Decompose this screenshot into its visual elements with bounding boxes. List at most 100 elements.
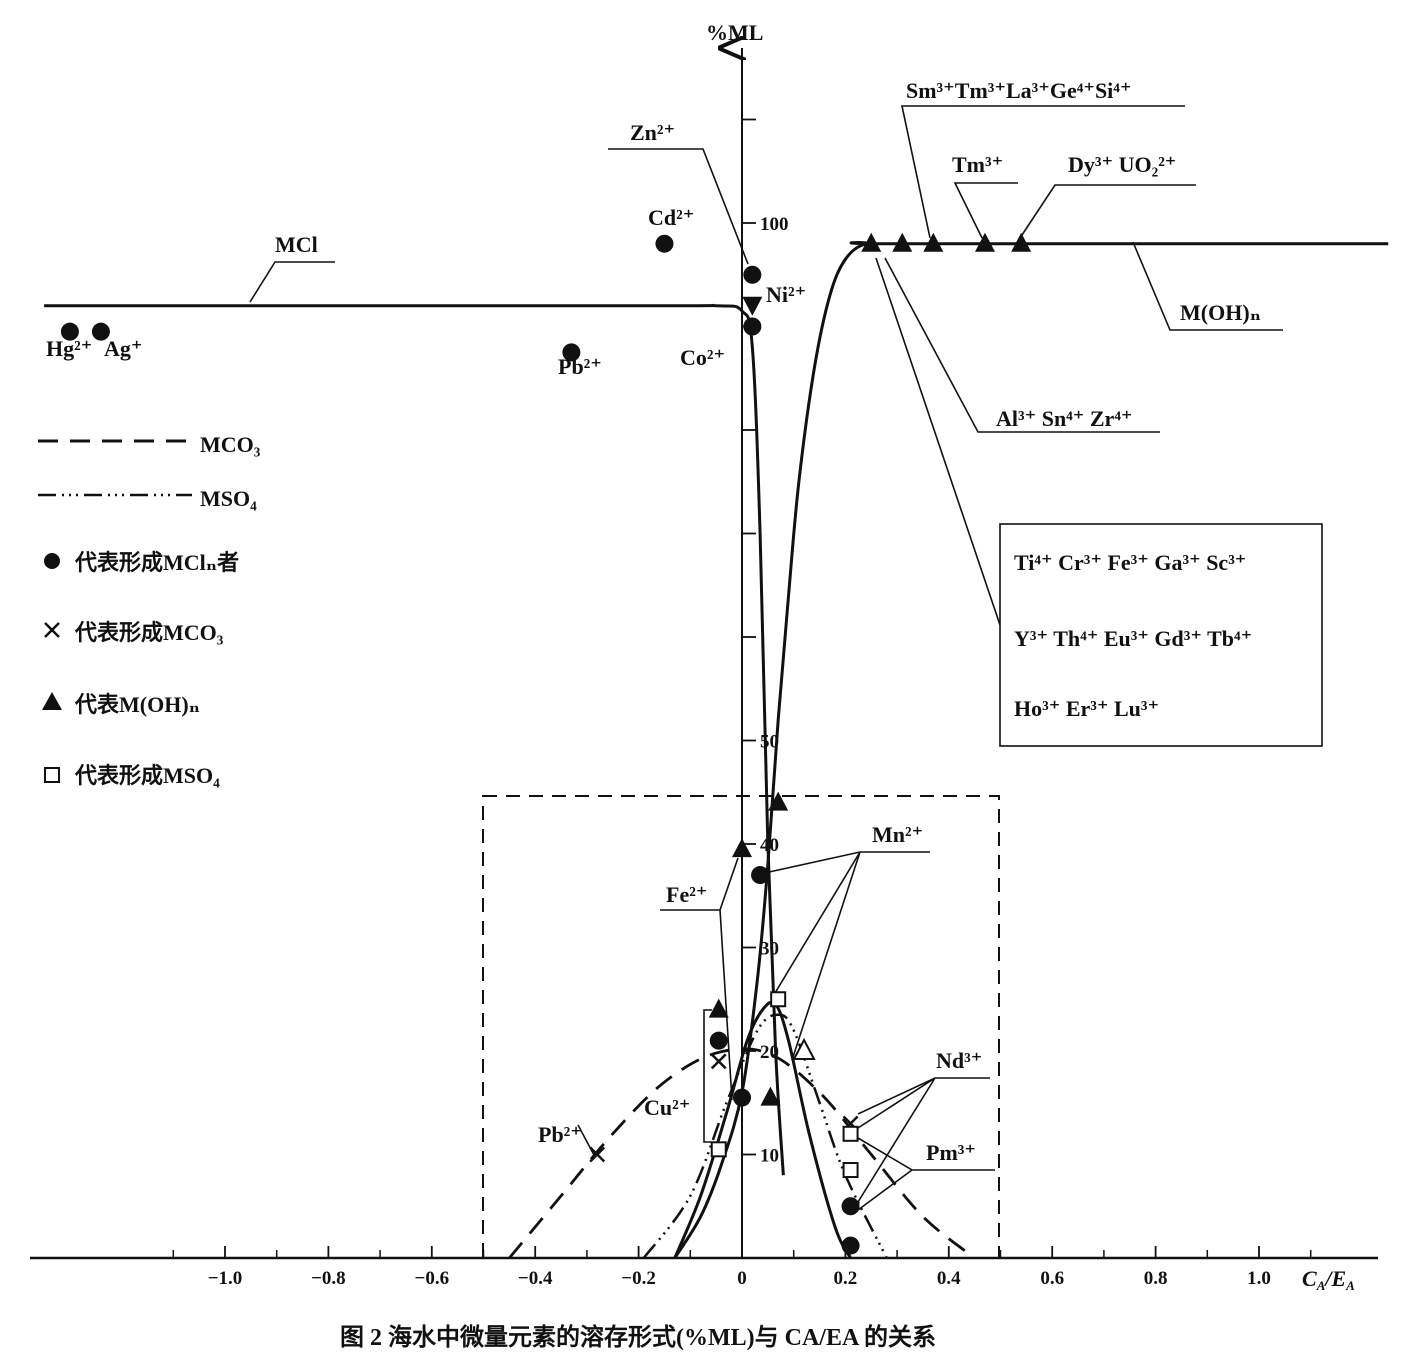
label-pb-top: Pb²⁺ — [558, 354, 602, 379]
marker-square — [770, 991, 787, 1008]
marker-cross — [589, 1146, 606, 1163]
x-tick-label: 1.0 — [1247, 1268, 1271, 1289]
label-cd: Cd²⁺ — [648, 205, 694, 230]
marker-square — [710, 1141, 727, 1158]
legend-cross-text: 代表形成MCO₃ — [74, 620, 224, 645]
x-tick-label: 0.2 — [834, 1268, 858, 1289]
marker-triangle — [760, 1086, 781, 1106]
ion-box-line1: Ti⁴⁺ Cr³⁺ Fe³⁺ Ga³⁺ Sc³⁺ — [1014, 550, 1246, 575]
label-mn: Mn²⁺ — [872, 822, 923, 847]
leader-al — [884, 257, 1160, 433]
marker-circle — [841, 1236, 860, 1255]
marker-triangle — [732, 838, 752, 858]
highlight-box — [482, 795, 1000, 1259]
label-pb-bottom: Pb²⁺ — [538, 1122, 582, 1147]
series-curve-mcl — [44, 303, 785, 1176]
data-markers — [60, 232, 1032, 1255]
label-fe: Fe²⁺ — [666, 882, 707, 907]
series-curve-mohn — [673, 241, 1389, 1259]
leader-mn-2 — [774, 851, 861, 994]
marker-triangle — [708, 998, 729, 1018]
marker-circle — [743, 265, 762, 284]
ion-box-line2: Y³⁺ Th⁴⁺ Eu³⁺ Gd³⁺ Tb⁴⁺ — [1014, 626, 1252, 651]
marker-circle — [60, 322, 79, 341]
leader-nd-3 — [857, 1077, 936, 1203]
marker-triangle — [1011, 232, 1032, 252]
label-nd: Nd³⁺ — [936, 1048, 982, 1073]
figure-caption: 图 2 海水中微量元素的溶存形式(%ML)与 CA/EA 的关系 — [340, 1323, 936, 1351]
x-ticks: −1.0 −0.8 −0.6 −0.4 −0.2 0 0.2 0.4 0.6 0.8 1.0 — [172, 1246, 1312, 1289]
leader-mn-3 — [791, 851, 861, 1061]
legend-triangle-text: 代表M(OH)ₙ — [74, 692, 200, 717]
leader-mn-1 — [759, 851, 930, 875]
x-tick-label: 0.6 — [1040, 1268, 1064, 1289]
marker-circle — [733, 1088, 751, 1107]
leader-zn — [608, 148, 749, 265]
marker-triangle — [861, 232, 882, 252]
marker-square — [842, 1125, 859, 1142]
legend-circle-icon — [44, 553, 60, 569]
leader-fe-2 — [719, 909, 733, 1101]
y-tick-label: 10 — [760, 1146, 779, 1167]
x-tick-label: 0 — [737, 1268, 747, 1289]
legend-square-icon — [44, 767, 60, 783]
ion-box — [999, 523, 1323, 747]
marker-triangle — [768, 791, 789, 811]
x-tick-label: −1.0 — [208, 1268, 243, 1289]
leader-nd-2 — [857, 1077, 936, 1129]
label-mcl: MCl — [275, 232, 318, 257]
leader-cu-bracket — [703, 1009, 712, 1143]
leader-box — [875, 257, 1001, 626]
label-moh: M(OH)ₙ — [1180, 300, 1261, 325]
label-zn: Zn²⁺ — [630, 120, 675, 145]
leader-lines — [249, 105, 1283, 1211]
legend-cross-icon — [44, 622, 60, 638]
leader-mcl — [249, 261, 335, 303]
leader-top-ions — [901, 105, 1185, 239]
label-dy: Dy³⁺ UO₂²⁺ — [1068, 152, 1176, 177]
series-curve-mso4 — [642, 1013, 888, 1259]
leader-pm-2 — [857, 1169, 913, 1211]
y-axis-label: %ML — [706, 20, 763, 45]
legend-mco3-text: MCO₃ — [200, 432, 261, 457]
marker-circle — [751, 866, 770, 885]
marker-square — [842, 1162, 859, 1179]
curves — [44, 241, 1389, 1260]
legend-square-text: 代表形成MSO₄ — [74, 763, 220, 788]
x-tick-label: −0.8 — [311, 1268, 346, 1289]
leader-dy — [1019, 184, 1196, 239]
marker-triangle — [974, 232, 995, 252]
label-co: Co²⁺ — [680, 345, 725, 370]
label-cu: Cu²⁺ — [644, 1095, 690, 1120]
x-tick-label: −0.4 — [518, 1268, 553, 1289]
ion-box-line3: Ho³⁺ Er³⁺ Lu³⁺ — [1014, 696, 1159, 721]
label-ag: Ag⁺ — [104, 336, 143, 361]
y-tick-label: 100 — [760, 214, 789, 235]
marker-circle — [562, 343, 581, 362]
label-hg: Hg²⁺ — [46, 336, 92, 361]
marker-circle — [709, 1031, 728, 1050]
legend-mso4-text: MSO₄ — [200, 486, 257, 511]
leader-moh — [1132, 241, 1283, 331]
marker-circle — [841, 1197, 860, 1216]
legend-triangle-icon — [42, 692, 62, 710]
label-top-ions: Sm³⁺Tm³⁺La³⁺Ge⁴⁺Si⁴⁺ — [906, 78, 1132, 103]
series-curve-unnamed-4 — [673, 1000, 852, 1259]
marker-triangle-open — [792, 1037, 816, 1060]
marker-circle — [655, 234, 674, 253]
marker-circle — [743, 317, 762, 336]
y-tick-label: 30 — [760, 939, 779, 960]
x-axis-label: CA/EA — [1302, 1266, 1355, 1293]
label-tm: Tm³⁺ — [952, 152, 1003, 177]
legend: MCO₃ MSO₄ 代表形成MClₙ者 代表形成MCO₃ 代表M(OH)ₙ 代表… — [38, 432, 261, 788]
x-tick-label: 0.8 — [1144, 1268, 1168, 1289]
marker-triangle-down — [742, 296, 763, 316]
marker-circle — [91, 322, 110, 341]
label-ni: Ni²⁺ — [766, 282, 806, 307]
marker-triangle — [923, 232, 944, 252]
legend-circle-text: 代表形成MClₙ者 — [74, 550, 239, 575]
leader-tm — [953, 182, 1018, 239]
x-tick-label: 0.4 — [937, 1268, 961, 1289]
